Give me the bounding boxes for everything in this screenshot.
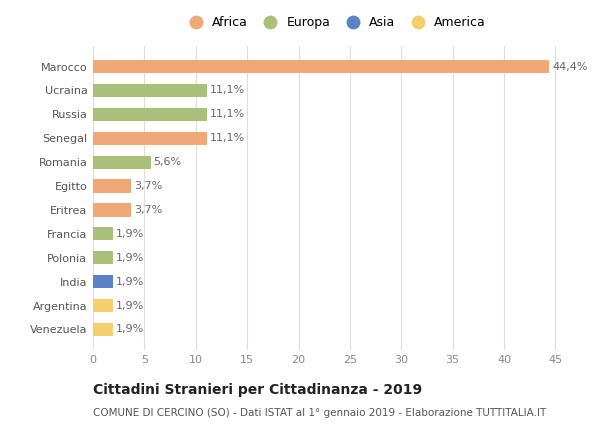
Text: 11,1%: 11,1% [210, 110, 245, 119]
Legend: Africa, Europa, Asia, America: Africa, Europa, Asia, America [183, 16, 486, 29]
Text: 11,1%: 11,1% [210, 85, 245, 95]
Bar [93, 108, 207, 121]
Bar [93, 227, 113, 240]
Text: 1,9%: 1,9% [116, 229, 144, 239]
Text: 3,7%: 3,7% [134, 181, 163, 191]
Bar [93, 275, 113, 288]
Text: 1,9%: 1,9% [116, 324, 144, 334]
Text: Cittadini Stranieri per Cittadinanza - 2019: Cittadini Stranieri per Cittadinanza - 2… [93, 383, 422, 397]
Bar [93, 323, 113, 336]
Text: 1,9%: 1,9% [116, 253, 144, 263]
Bar [93, 203, 131, 216]
Text: COMUNE DI CERCINO (SO) - Dati ISTAT al 1° gennaio 2019 - Elaborazione TUTTITALIA: COMUNE DI CERCINO (SO) - Dati ISTAT al 1… [93, 408, 546, 418]
Text: 1,9%: 1,9% [116, 301, 144, 311]
Text: 1,9%: 1,9% [116, 277, 144, 286]
Text: 11,1%: 11,1% [210, 133, 245, 143]
Bar [93, 156, 151, 169]
Bar [93, 299, 113, 312]
Bar [93, 251, 113, 264]
Text: 5,6%: 5,6% [154, 157, 182, 167]
Bar [93, 84, 207, 97]
Text: 3,7%: 3,7% [134, 205, 163, 215]
Bar [93, 60, 549, 73]
Bar [93, 180, 131, 193]
Text: 44,4%: 44,4% [553, 62, 588, 72]
Bar [93, 132, 207, 145]
